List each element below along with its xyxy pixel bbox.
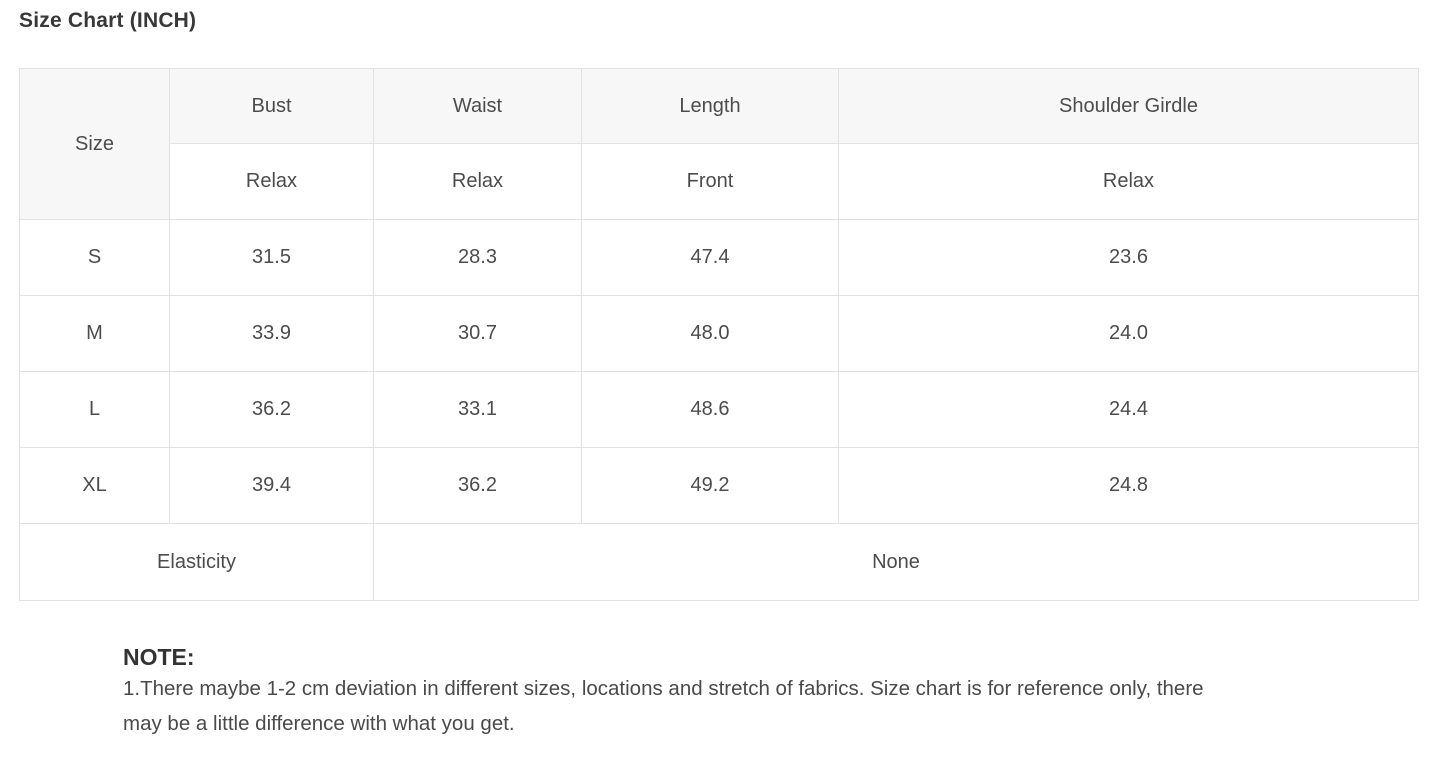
- note-heading: NOTE:: [123, 644, 195, 670]
- cell-size-label: XL: [19, 447, 170, 524]
- cell-shoulder-value: 23.6: [838, 219, 1419, 296]
- table-row-size-xl: XL 39.4 36.2 49.2 24.8: [19, 447, 1419, 524]
- header-cell-length: Length: [581, 68, 839, 144]
- cell-length-value: 47.4: [581, 219, 839, 296]
- cell-bust-value: 39.4: [169, 447, 374, 524]
- header-cell-size: Size: [19, 68, 170, 220]
- subheader-cell-length-front: Front: [581, 143, 839, 220]
- table-row-size-m: M 33.9 30.7 48.0 24.0: [19, 295, 1419, 372]
- note-text-line-1: 1.There maybe 1-2 cm deviation in differ…: [123, 677, 1204, 700]
- cell-waist-value: 36.2: [373, 447, 582, 524]
- cell-length-value: 48.6: [581, 371, 839, 448]
- cell-size-label: S: [19, 219, 170, 296]
- cell-bust-value: 33.9: [169, 295, 374, 372]
- cell-waist-value: 28.3: [373, 219, 582, 296]
- size-chart-table: Size Bust Waist Length Shoulder Girdle R…: [19, 68, 1419, 601]
- cell-shoulder-value: 24.8: [838, 447, 1419, 524]
- cell-elasticity-label: Elasticity: [19, 523, 374, 601]
- cell-length-value: 48.0: [581, 295, 839, 372]
- cell-bust-value: 31.5: [169, 219, 374, 296]
- page-title: Size Chart (INCH): [19, 9, 197, 32]
- cell-length-value: 49.2: [581, 447, 839, 524]
- cell-elasticity-value: None: [373, 523, 1419, 601]
- cell-size-label: L: [19, 371, 170, 448]
- table-row-size-l: L 36.2 33.1 48.6 24.4: [19, 371, 1419, 448]
- note-text-line-2: may be a little difference with what you…: [123, 712, 515, 735]
- cell-size-label: M: [19, 295, 170, 372]
- note-section: NOTE: 1.There maybe 1-2 cm deviation in …: [123, 644, 1323, 741]
- subheader-cell-shoulder-relax: Relax: [838, 143, 1419, 220]
- cell-waist-value: 30.7: [373, 295, 582, 372]
- header-cell-shoulder-girdle: Shoulder Girdle: [838, 68, 1419, 144]
- cell-waist-value: 33.1: [373, 371, 582, 448]
- table-header-row-fit: Relax Relax Front Relax: [20, 143, 1419, 220]
- table-header-row-measure: Size Bust Waist Length Shoulder Girdle: [19, 68, 1419, 220]
- table-row-size-s: S 31.5 28.3 47.4 23.6: [19, 219, 1419, 296]
- subheader-cell-waist-relax: Relax: [373, 143, 582, 220]
- header-cell-waist: Waist: [373, 68, 582, 144]
- header-cell-bust: Bust: [169, 68, 374, 144]
- cell-bust-value: 36.2: [169, 371, 374, 448]
- cell-shoulder-value: 24.0: [838, 295, 1419, 372]
- subheader-cell-bust-relax: Relax: [169, 143, 374, 220]
- cell-shoulder-value: 24.4: [838, 371, 1419, 448]
- table-row-elasticity: Elasticity None: [19, 523, 1419, 601]
